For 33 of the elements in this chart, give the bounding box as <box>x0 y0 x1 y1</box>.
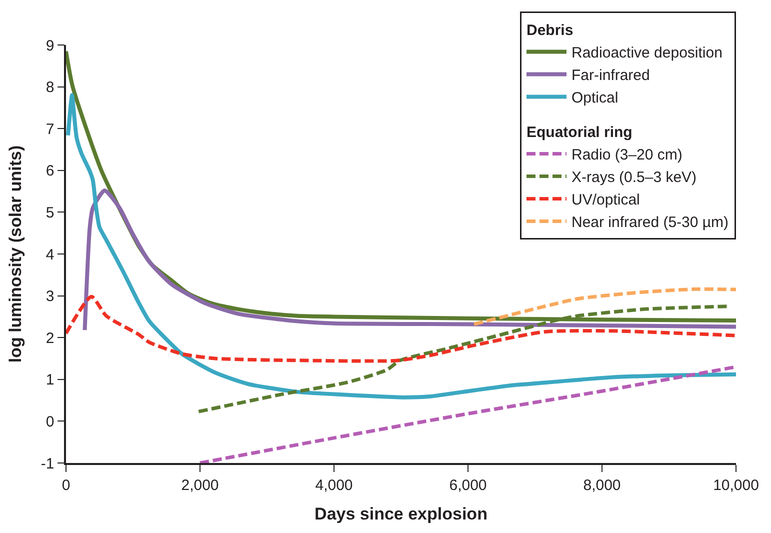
y-tick-label: 4 <box>46 246 54 264</box>
y-tick-label: 0 <box>46 413 54 430</box>
legend-label: Radioactive deposition <box>572 44 722 62</box>
x-tick-label: 2,000 <box>181 476 219 494</box>
line-series <box>66 93 736 400</box>
y-tick-label: 9 <box>46 37 54 54</box>
x-tick-label: 8,000 <box>583 476 621 494</box>
legend-label: Near infrared (5-30 µm) <box>572 214 729 232</box>
legend-label: UV/optical <box>572 192 640 209</box>
y-tick-label: 8 <box>46 79 54 96</box>
y-tick-label: 2 <box>46 330 54 347</box>
line-series <box>472 287 736 326</box>
legend-label: Far-infrared <box>572 67 650 84</box>
y-axis-title: log luminosity (solar units) <box>6 145 25 363</box>
y-tick-label: 6 <box>46 162 54 180</box>
line-series <box>82 188 736 332</box>
x-tick-label: 10,000 <box>713 476 759 494</box>
x-tick-label: 6,000 <box>449 476 487 494</box>
x-axis-title: Days since explosion <box>314 504 488 524</box>
legend-label: X-rays (0.5–3 keV) <box>572 169 697 186</box>
text: Debris <box>526 22 574 40</box>
legend-label: Radio (3–20 cm) <box>572 146 682 164</box>
x-tick-label: 4,000 <box>315 476 353 494</box>
y-tick-label: -1 <box>40 455 54 472</box>
y-tick-label: 7 <box>46 120 54 138</box>
annotation: Equatorial ring <box>526 124 632 142</box>
y-tick-label: 1 <box>46 372 54 389</box>
legend-label: Optical <box>572 90 618 107</box>
x-tick-label: 0 <box>62 476 70 494</box>
line-series <box>66 294 736 363</box>
line-series <box>198 365 736 463</box>
y-tick-label: 5 <box>46 204 54 222</box>
y-tick-label: 3 <box>46 288 54 306</box>
